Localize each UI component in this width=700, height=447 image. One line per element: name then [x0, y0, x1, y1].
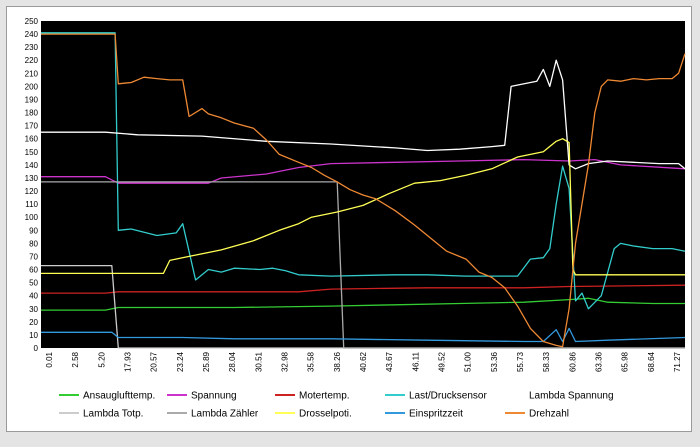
legend-label: Drosselpoti.: [299, 409, 352, 420]
series-line-ansauglufttemp-: [41, 297, 685, 311]
y-tick-label: 200: [25, 82, 39, 91]
legend: Ansauglufttemp. Spannung Motertemp. Last/Dr…: [59, 391, 614, 420]
x-tick-label: 65.98: [621, 351, 630, 372]
x-tick-label: 53.36: [490, 351, 499, 372]
x-tick-label: 25.89: [202, 351, 211, 372]
y-tick-label: 240: [25, 30, 39, 39]
series-line-einspritzzeit: [41, 327, 686, 343]
y-tick-label: 250: [25, 17, 39, 26]
x-tick-label: 58.33: [542, 351, 551, 372]
y-tick-label: 40: [29, 292, 38, 301]
x-tick-label: 63.36: [595, 351, 604, 372]
y-tick-label: 20: [29, 318, 38, 327]
legend-item: Lambda Spannung: [505, 391, 614, 402]
x-tick-label: 49.52: [438, 351, 447, 372]
series-line-lambda-spannung: [41, 59, 686, 170]
y-tick-label: 130: [25, 174, 39, 183]
x-tick-label: 46.11: [411, 351, 420, 371]
series-line-lambda-z-hler: [41, 181, 685, 349]
x-tick-label: 5.20: [97, 351, 106, 367]
y-tick-label: 100: [25, 213, 39, 222]
y-tick-label: 160: [25, 135, 39, 144]
x-tick-label: 20.57: [150, 351, 159, 372]
y-axis: 0 10 20 30 40 50 60 70 80 90 100 110 120 130 140 150 160…: [25, 17, 39, 353]
legend-item: Last/Drucksensor: [385, 391, 487, 402]
x-tick-label: 0.01: [45, 351, 54, 367]
y-tick-label: 210: [25, 69, 39, 78]
series-line-last-drucksensor: [41, 32, 686, 310]
y-tick-label: 220: [25, 56, 39, 65]
y-tick-label: 10: [29, 331, 38, 340]
y-tick-label: 230: [25, 43, 39, 52]
y-tick-label: 190: [25, 95, 39, 104]
x-tick-label: 71.27: [673, 351, 682, 372]
x-tick-label: 28.04: [228, 351, 237, 372]
legend-item: Lambda Zähler: [167, 409, 259, 420]
legend-item: Drehzahl: [505, 409, 569, 420]
y-tick-label: 110: [25, 200, 38, 209]
y-tick-label: 80: [29, 239, 38, 248]
y-tick-label: 50: [29, 279, 38, 288]
series-line-drehzahl: [41, 33, 686, 348]
legend-label: Lambda Zähler: [191, 409, 259, 420]
x-tick-label: 17.93: [124, 351, 133, 372]
legend-label: Lambda Totp.: [83, 409, 143, 420]
y-tick-label: 60: [29, 266, 38, 275]
y-tick-label: 170: [25, 122, 39, 131]
y-tick-label: 0: [34, 344, 39, 353]
plot-area: [41, 21, 685, 348]
x-tick-label: 38.26: [333, 351, 342, 372]
x-axis: 0.01 2.58 5.20 17.93 20.57 23.24 25.89 28.04 30.…: [45, 351, 682, 372]
x-tick-label: 23.24: [176, 351, 185, 372]
y-tick-label: 180: [25, 109, 39, 118]
y-tick-label: 140: [25, 161, 39, 170]
x-tick-label: 51.00: [464, 351, 473, 372]
y-tick-label: 120: [25, 187, 39, 196]
x-tick-label: 35.58: [307, 351, 316, 372]
legend-item: Ansauglufttemp.: [59, 391, 155, 402]
x-tick-label: 32.98: [281, 351, 290, 372]
legend-label: Lambda Spannung: [529, 391, 614, 402]
legend-item: Spannung: [167, 391, 237, 402]
x-tick-label: 68.64: [647, 351, 656, 372]
chart: 0 10 20 30 40 50 60 70 80 90 100 110 120 130 140 150 160…: [25, 17, 686, 420]
y-tick-label: 30: [29, 305, 38, 314]
legend-label: Spannung: [191, 391, 237, 402]
legend-label: Last/Drucksensor: [409, 391, 487, 402]
series-line-spannung: [41, 158, 686, 184]
chart-frame: 0 10 20 30 40 50 60 70 80 90 100 110 120 130 140 150 160…: [6, 6, 692, 432]
x-tick-label: 43.67: [385, 351, 394, 372]
x-tick-label: 30.51: [254, 351, 263, 372]
legend-item: Drosselpoti.: [275, 409, 352, 420]
series-group: [41, 32, 686, 349]
legend-label: Drehzahl: [529, 409, 569, 420]
x-tick-label: 40.62: [359, 351, 368, 372]
x-tick-label: 2.58: [71, 351, 80, 367]
legend-item: Einspritzzeit: [385, 409, 463, 420]
legend-label: Ansauglufttemp.: [83, 391, 155, 402]
legend-item: Lambda Totp.: [59, 409, 143, 420]
series-line-drosselpoti-: [41, 138, 685, 276]
y-tick-label: 70: [29, 252, 38, 261]
legend-label: Einspritzzeit: [409, 409, 463, 420]
y-tick-label: 150: [25, 148, 39, 157]
y-tick-label: 90: [29, 226, 38, 235]
x-tick-label: 60.86: [568, 351, 577, 372]
x-tick-label: 55.73: [516, 351, 525, 372]
legend-item: Motertemp.: [275, 391, 350, 402]
legend-label: Motertemp.: [299, 391, 350, 402]
series-line-motertemp-: [41, 284, 686, 294]
